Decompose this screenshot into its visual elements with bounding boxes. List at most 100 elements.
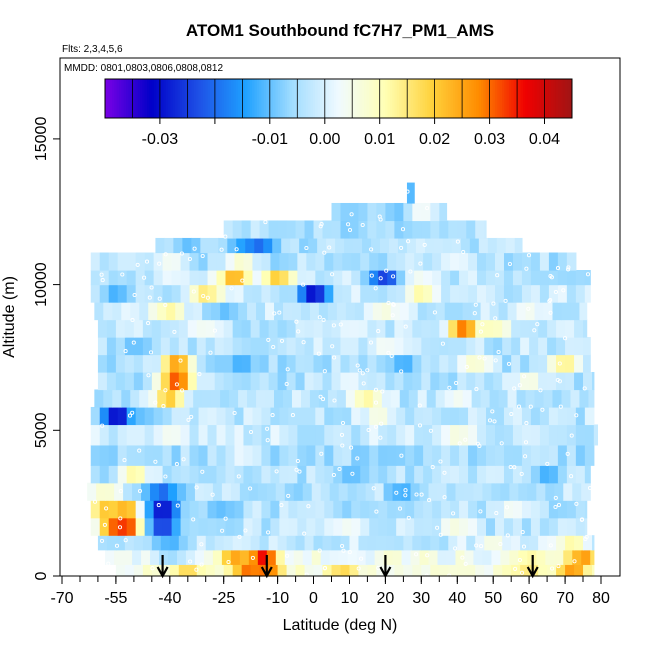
heatmap-cell bbox=[484, 337, 494, 356]
colorbar-segment bbox=[296, 79, 300, 118]
sample-point bbox=[374, 509, 379, 514]
heatmap-cell bbox=[372, 389, 383, 408]
heatmap-cell bbox=[259, 337, 270, 356]
heatmap-cell bbox=[282, 302, 293, 321]
heatmap-cell bbox=[385, 564, 395, 577]
colorbar-segment bbox=[312, 79, 316, 118]
sample-point bbox=[274, 469, 279, 474]
colorbar-segment bbox=[282, 79, 286, 118]
heatmap-cell bbox=[473, 549, 484, 565]
heatmap-cell bbox=[579, 302, 588, 321]
heatmap-cell bbox=[509, 549, 519, 565]
heatmap-cell bbox=[495, 444, 505, 466]
sample-point bbox=[509, 411, 514, 417]
colorbar-segment bbox=[459, 79, 463, 118]
heatmap-cell bbox=[399, 389, 410, 408]
heatmap-cell bbox=[279, 252, 289, 271]
heatmap-cell bbox=[475, 372, 485, 391]
heatmap-cell bbox=[277, 564, 288, 577]
heatmap-cell bbox=[459, 284, 469, 303]
heatmap-cell bbox=[442, 237, 453, 254]
sample-point bbox=[118, 516, 123, 521]
heatmap-cell bbox=[288, 424, 298, 446]
colorbar-segment bbox=[121, 79, 125, 118]
sample-point bbox=[520, 530, 525, 535]
colorbar-segment bbox=[289, 79, 293, 118]
heatmap-cell bbox=[103, 302, 113, 321]
sample-point bbox=[373, 400, 379, 405]
heatmap-cell bbox=[394, 372, 404, 391]
heatmap-cell bbox=[297, 284, 307, 303]
heatmap-cell bbox=[557, 252, 568, 271]
heatmap-cell bbox=[520, 372, 530, 391]
sample-point bbox=[319, 222, 324, 227]
x-tick-label: 40 bbox=[448, 590, 466, 607]
heatmap-cell bbox=[566, 406, 577, 426]
heatmap-cell bbox=[256, 389, 266, 408]
sample-point bbox=[290, 413, 295, 418]
sample-point bbox=[137, 488, 143, 494]
sample-point bbox=[266, 530, 271, 535]
heatmap-cell bbox=[396, 252, 406, 271]
heatmap-cell bbox=[189, 424, 200, 446]
heatmap-cell bbox=[521, 406, 532, 426]
heatmap-cell bbox=[450, 284, 460, 303]
heatmap-cell bbox=[539, 270, 550, 286]
heatmap-cell bbox=[164, 237, 174, 254]
heatmap-cell bbox=[315, 406, 325, 426]
heatmap-cell bbox=[243, 252, 254, 271]
heatmap-cell bbox=[331, 372, 342, 391]
heatmap-cell bbox=[556, 372, 566, 391]
heatmap-cell bbox=[259, 535, 270, 551]
sample-point bbox=[163, 302, 168, 308]
heatmap-cell bbox=[394, 220, 404, 239]
heatmap-cell bbox=[475, 337, 485, 356]
sample-point bbox=[447, 385, 452, 390]
heatmap-cell bbox=[340, 564, 351, 577]
heatmap-cell bbox=[477, 270, 487, 286]
sample-point bbox=[369, 273, 374, 278]
heatmap-cell bbox=[270, 252, 280, 271]
heatmap-cell bbox=[342, 424, 352, 446]
colorbar-segment bbox=[525, 79, 529, 118]
heatmap-cell bbox=[157, 389, 167, 408]
heatmap-cell bbox=[347, 482, 358, 501]
heatmap-cell bbox=[333, 517, 343, 536]
heatmap-cell bbox=[430, 202, 440, 222]
heatmap-cell bbox=[126, 500, 137, 519]
sample-point bbox=[174, 462, 179, 467]
heatmap-cell bbox=[547, 372, 557, 391]
sample-point bbox=[373, 424, 378, 429]
colorbar-segment bbox=[198, 79, 202, 118]
colorbar-segment bbox=[270, 79, 274, 118]
heatmap-cell bbox=[277, 372, 288, 391]
heatmap-cell bbox=[486, 284, 496, 303]
sample-point bbox=[516, 404, 522, 409]
heatmap-cell bbox=[171, 284, 182, 303]
heatmap-cell bbox=[256, 302, 266, 321]
heatmap-cell bbox=[230, 482, 241, 501]
heatmap-cell bbox=[207, 444, 218, 466]
heatmap-cell bbox=[394, 354, 404, 373]
heatmap-cell bbox=[371, 237, 381, 254]
sample-point bbox=[498, 541, 503, 547]
heatmap-cell bbox=[225, 444, 236, 466]
heatmap-cell bbox=[315, 465, 325, 484]
heatmap-cell bbox=[403, 535, 413, 551]
heatmap-cell bbox=[502, 372, 512, 391]
sample-point bbox=[229, 286, 234, 291]
heatmap-cell bbox=[153, 424, 164, 446]
heatmap-cell bbox=[117, 424, 128, 446]
heatmap-cell bbox=[439, 535, 449, 551]
heatmap-cell bbox=[410, 549, 421, 565]
heatmap-cell bbox=[557, 465, 568, 484]
heatmap-cell bbox=[414, 252, 424, 271]
sample-point bbox=[474, 387, 479, 392]
heatmap-cell bbox=[306, 444, 316, 466]
sample-points bbox=[92, 189, 593, 578]
heatmap-cell bbox=[548, 517, 559, 536]
colorbar-segment bbox=[543, 79, 547, 118]
heatmap-cell bbox=[516, 302, 527, 321]
heatmap-cell bbox=[446, 482, 457, 501]
heatmap-cell bbox=[563, 549, 573, 565]
